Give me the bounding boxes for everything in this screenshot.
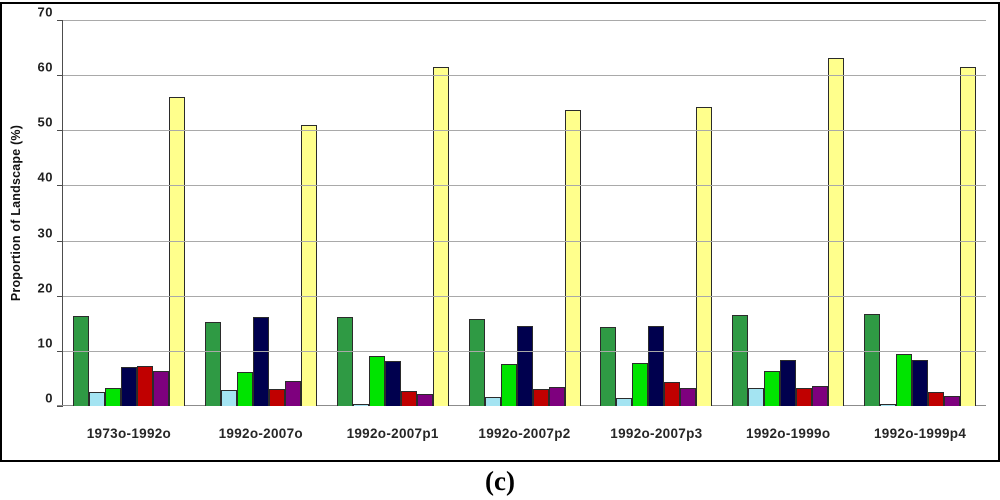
bar-navy: [912, 360, 929, 406]
bar-bright-green: [764, 370, 781, 406]
y-tick-label-40: 40: [37, 169, 53, 185]
bar-purple: [944, 395, 961, 406]
bar-pale-yellow: [432, 67, 449, 406]
gridline-50: [63, 130, 986, 132]
y-tick-mark-50: [57, 130, 63, 132]
bar-navy: [120, 366, 137, 406]
bar-purple: [680, 387, 697, 406]
bar-bright-green: [368, 356, 385, 406]
bar-group-1992o-1999o: [722, 20, 854, 406]
bar-pale-yellow: [564, 109, 581, 406]
figure-caption: (c): [485, 466, 515, 496]
y-tick-mark-40: [57, 185, 63, 187]
bar-navy: [648, 326, 665, 406]
x-axis-label-1973o-1992o: 1973o-1992o: [86, 426, 172, 441]
plot-area: Proportion of Landscape (%) 0 10 20 30 40 50 6…: [9, 5, 986, 407]
bar-dark-green: [864, 314, 881, 406]
y-tick-label-20: 20: [37, 280, 53, 296]
x-axis-labels-row: 1973o-1992o 1992o-2007o 1992o-2007p1 1992o-…: [63, 426, 986, 446]
bar-dark-red: [400, 391, 417, 406]
bar-navy: [252, 316, 269, 406]
x-axis-label-1992o-1999p4: 1992o-1999p4: [874, 426, 967, 441]
bar-light-blue: [616, 397, 633, 406]
gridline-70: [63, 20, 986, 21]
y-tick-label-60: 60: [37, 59, 53, 75]
bar-light-blue: [352, 403, 369, 406]
x-axis-label-1992o-2007p1: 1992o-2007p1: [346, 426, 439, 441]
bar-group-1992o-2007p1: [327, 20, 459, 406]
bar-dark-red: [532, 389, 549, 406]
bar-dark-green: [468, 319, 485, 406]
bar-dark-red: [664, 381, 681, 406]
gridline-10: [63, 350, 986, 352]
x-axis-label-1992o-2007o: 1992o-2007o: [218, 426, 303, 441]
bar-dark-red: [268, 388, 285, 406]
bar-pale-yellow: [696, 106, 713, 406]
bar-dark-green: [336, 317, 353, 406]
y-axis-line: [62, 20, 63, 406]
y-tick-mark-20: [57, 295, 63, 297]
bar-group-1992o-2007p3: [590, 20, 722, 406]
bar-purple: [152, 371, 169, 406]
y-tick-label-50: 50: [37, 114, 53, 130]
y-tick-label-0: 0: [45, 390, 53, 406]
bar-bright-green: [632, 363, 649, 406]
bar-bright-green: [104, 387, 121, 406]
y-tick-label-10: 10: [37, 335, 53, 351]
bar-light-blue: [88, 391, 105, 406]
bar-dark-green: [600, 326, 617, 406]
bar-dark-green: [732, 315, 749, 406]
bar-dark-red: [928, 392, 945, 406]
bar-dark-red: [796, 388, 813, 406]
bar-group-1992o-2007o: [195, 20, 327, 406]
x-axis-label-1992o-1999o: 1992o-1999o: [746, 426, 831, 441]
bar-purple: [284, 381, 301, 406]
bar-navy: [384, 360, 401, 406]
y-tick-label-70: 70: [37, 4, 53, 20]
bar-navy: [516, 326, 533, 406]
bar-purple: [416, 393, 433, 406]
bar-pale-yellow: [960, 67, 977, 406]
gridline-60: [63, 75, 986, 77]
bar-light-blue: [484, 396, 501, 406]
gridline-30: [63, 240, 986, 242]
bar-purple: [812, 385, 829, 406]
bar-navy: [780, 359, 797, 406]
bar-pale-yellow: [828, 57, 845, 406]
bar-dark-green: [204, 321, 221, 406]
y-tick-mark-10: [57, 350, 63, 352]
bar-bright-green: [896, 354, 913, 406]
bar-groups-row: [63, 20, 986, 406]
x-axis-label-1992o-2007p2: 1992o-2007p2: [478, 426, 571, 441]
y-tick-label-30: 30: [37, 225, 53, 241]
bar-dark-green: [72, 316, 89, 406]
bar-pale-yellow: [168, 97, 185, 406]
bar-light-blue: [880, 404, 897, 406]
bar-bright-green: [500, 363, 517, 406]
bar-bright-green: [236, 371, 253, 406]
bar-group-1973o-1992o: [63, 20, 195, 406]
gridline-20: [63, 295, 986, 297]
bar-pale-yellow: [300, 124, 317, 406]
gridline-40: [63, 185, 986, 187]
figure-frame: Proportion of Landscape (%) 0 10 20 30 40 50 6…: [0, 2, 1000, 462]
y-tick-mark-0: [57, 406, 63, 407]
bar-group-1992o-1999p4: [854, 20, 986, 406]
y-axis-title: Proportion of Landscape (%): [9, 124, 23, 302]
bar-purple: [548, 387, 565, 406]
bar-group-1992o-2007p2: [459, 20, 591, 406]
bar-dark-red: [136, 365, 153, 406]
bar-light-blue: [748, 387, 765, 406]
bar-light-blue: [220, 390, 237, 406]
y-tick-mark-60: [57, 75, 63, 77]
y-tick-mark-70: [57, 20, 63, 21]
x-axis-label-1992o-2007p3: 1992o-2007p3: [610, 426, 703, 441]
y-tick-mark-30: [57, 240, 63, 242]
